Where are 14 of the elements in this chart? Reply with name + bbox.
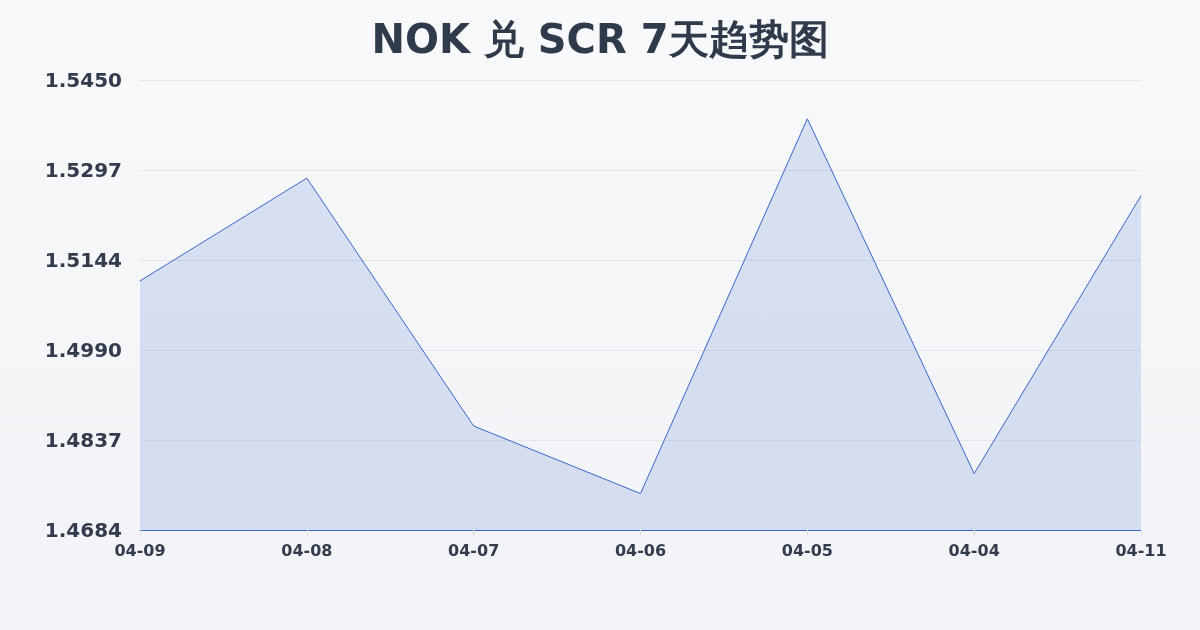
x-tick-label: 04-04 xyxy=(948,540,1000,560)
y-tick-label: 1.4684 xyxy=(44,518,122,542)
y-tick-label: 1.5297 xyxy=(44,157,122,182)
x-tick-label: 04-11 xyxy=(1115,540,1167,560)
y-tick-label: 1.4837 xyxy=(44,428,122,453)
y-tick-label: 1.5450 xyxy=(44,68,122,92)
x-tick-label: 04-09 xyxy=(114,540,166,560)
chart-title: NOK 兑 SCR 7天趋势图 xyxy=(371,16,829,62)
x-tick-label: 04-05 xyxy=(781,540,833,560)
y-tick-label: 1.4990 xyxy=(44,338,122,363)
x-tick-label: 04-07 xyxy=(448,540,500,560)
x-tick-label: 04-06 xyxy=(614,540,667,560)
x-tick-label: 04-08 xyxy=(281,540,333,560)
y-tick-label: 1.5144 xyxy=(44,247,122,272)
